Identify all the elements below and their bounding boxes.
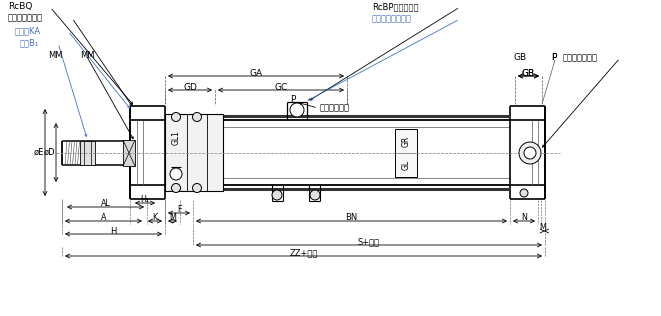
Text: 加压状态下锁开放: 加压状态下锁开放 <box>372 15 412 23</box>
Text: RcBP锁开放通口: RcBP锁开放通口 <box>372 3 418 11</box>
Bar <box>165 114 223 191</box>
Circle shape <box>524 147 536 159</box>
Text: GL1: GL1 <box>171 131 180 145</box>
Text: P: P <box>290 94 295 104</box>
Text: 带呼吸孔的螺塞: 带呼吸孔的螺塞 <box>8 14 43 22</box>
Circle shape <box>290 103 304 117</box>
Text: øD: øD <box>44 148 55 157</box>
Circle shape <box>192 184 202 192</box>
Text: øE: øE <box>34 148 44 157</box>
Circle shape <box>192 112 202 121</box>
Text: M: M <box>539 223 547 233</box>
Text: S+行程: S+行程 <box>358 238 380 246</box>
Text: 对边B₁: 对边B₁ <box>20 39 39 47</box>
Text: MM: MM <box>80 51 95 59</box>
Text: GL: GL <box>401 160 410 170</box>
Circle shape <box>272 190 282 200</box>
Text: H₁: H₁ <box>140 196 149 204</box>
Text: K: K <box>153 214 157 222</box>
Text: 无杆侧气缸通口: 无杆侧气缸通口 <box>563 53 598 63</box>
Text: GA: GA <box>249 69 262 77</box>
Text: P: P <box>551 53 557 63</box>
Text: F: F <box>176 205 181 215</box>
Text: GB: GB <box>522 69 535 77</box>
Text: P: P <box>551 53 557 63</box>
Circle shape <box>519 142 541 164</box>
Text: BN: BN <box>346 214 358 222</box>
Text: N: N <box>521 214 527 222</box>
Bar <box>395 129 417 177</box>
Text: M: M <box>169 214 176 222</box>
Circle shape <box>170 168 182 180</box>
Circle shape <box>310 190 320 200</box>
Text: H: H <box>110 227 117 235</box>
Circle shape <box>520 189 528 197</box>
Circle shape <box>171 112 180 121</box>
Text: GC: GC <box>274 82 288 92</box>
Bar <box>80 141 95 165</box>
Text: GR: GR <box>401 135 410 147</box>
Text: GD: GD <box>183 82 197 92</box>
Text: 二面宽KA: 二面宽KA <box>15 27 41 35</box>
Circle shape <box>171 184 180 192</box>
Text: ZZ+行程: ZZ+行程 <box>290 248 318 258</box>
Text: MM: MM <box>48 51 63 59</box>
Text: GB: GB <box>513 53 526 63</box>
Bar <box>123 140 135 166</box>
Text: 杆侧气缸通口: 杆侧气缸通口 <box>320 104 350 112</box>
Text: RcBQ: RcBQ <box>8 3 32 11</box>
Text: GB: GB <box>522 69 535 77</box>
Text: AL: AL <box>100 199 110 209</box>
Text: A: A <box>100 214 106 222</box>
